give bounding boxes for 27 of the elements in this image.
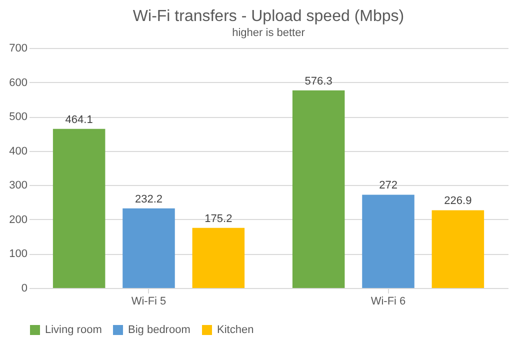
data-label: 175.2 <box>204 212 232 225</box>
y-tick-label: 400 <box>9 145 28 158</box>
y-tick-label: 100 <box>9 248 28 260</box>
y-tick-label: 200 <box>9 214 28 226</box>
chart-subtitle: higher is better <box>232 27 306 39</box>
data-label: 576.3 <box>304 75 332 88</box>
data-label: 464.1 <box>65 114 93 126</box>
y-tick-label: 700 <box>9 42 28 54</box>
y-tick-label: 300 <box>9 180 28 192</box>
y-tick-label: 500 <box>9 111 28 124</box>
chart-title: Wi-Fi transfers - Upload speed (Mbps) <box>132 8 404 25</box>
bar <box>432 210 484 288</box>
bar <box>292 90 345 288</box>
legend-label: Kitchen <box>217 324 254 336</box>
bar <box>362 194 414 288</box>
data-label: 272 <box>379 180 398 192</box>
legend-label: Living room <box>45 324 102 336</box>
x-tick-label: Wi-Fi 6 <box>370 296 406 308</box>
data-label: 226.9 <box>444 195 472 208</box>
y-tick-label: 0 <box>21 282 28 294</box>
bar <box>192 228 245 288</box>
bar <box>52 128 106 288</box>
y-tick-label: 600 <box>9 76 28 89</box>
bar <box>122 208 175 288</box>
legend-label: Big bedroom <box>128 324 190 336</box>
x-tick-label: Wi-Fi 5 <box>131 296 166 308</box>
data-label: 232.2 <box>134 193 163 206</box>
